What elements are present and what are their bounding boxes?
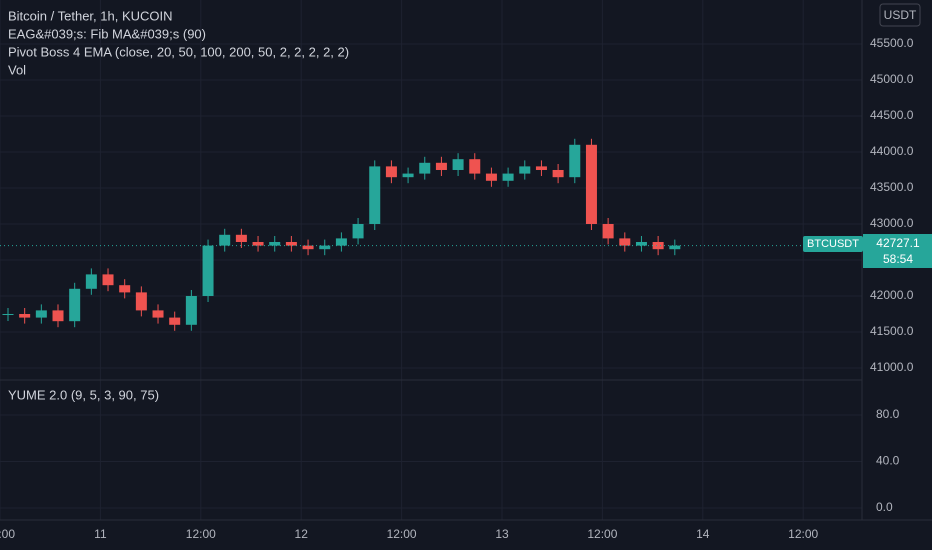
price-badge: [863, 234, 932, 268]
legend-line: EAG&#039;s: Fib MA&#039;s (90): [8, 26, 206, 41]
legend-line: Pivot Boss 4 EMA (close, 20, 50, 100, 20…: [8, 44, 349, 59]
candle: [635, 241, 647, 246]
y-tick-label: 41500.0: [870, 324, 914, 338]
candle: [302, 245, 314, 250]
candle: [485, 173, 497, 181]
candle: [19, 313, 31, 318]
candle: [69, 288, 81, 322]
x-tick-label: 14: [696, 527, 710, 541]
y-tick-label: 45500.0: [870, 36, 914, 50]
symbol-badge: [803, 236, 863, 252]
y-tick-label: 43000.0: [870, 216, 914, 230]
x-tick-label: 11: [94, 527, 107, 541]
candle: [652, 241, 664, 250]
y-tick-label: 44000.0: [870, 144, 914, 158]
oscillator-title: YUME 2.0 (9, 5, 3, 90, 75): [8, 387, 159, 402]
candle: [452, 159, 464, 170]
x-tick-label: 12:00: [587, 527, 617, 541]
candle: [202, 245, 214, 296]
candle: [235, 234, 247, 242]
candle: [369, 166, 381, 224]
last-price: 42727.1: [876, 236, 920, 250]
candle: [252, 241, 264, 246]
x-tick-label: 12:00: [788, 527, 818, 541]
candle: [502, 173, 514, 181]
countdown: 58:54: [883, 252, 913, 266]
legend-line: Bitcoin / Tether, 1h, KUCOIN: [8, 8, 173, 23]
candle: [352, 223, 364, 239]
x-tick-label: 12:00: [186, 527, 216, 541]
candle: [152, 310, 164, 318]
x-tick-label: 13: [495, 527, 509, 541]
currency-button[interactable]: [879, 3, 921, 27]
y-tick-label: 44500.0: [870, 108, 914, 122]
y-tick-label: 80.0: [876, 407, 900, 421]
y-tick-label: 40.0: [876, 454, 900, 468]
y-tick-label: 43500.0: [870, 180, 914, 194]
candle: [435, 162, 447, 170]
candle: [519, 166, 531, 174]
symbol-label: BTCUSDT: [807, 238, 859, 250]
y-tick-label: 0.0: [876, 500, 893, 514]
candle: [419, 162, 431, 174]
candle: [602, 223, 614, 239]
currency[interactable]: USDT: [884, 8, 917, 22]
candle: [535, 166, 547, 170]
candle: [219, 234, 231, 246]
x-tick-label: 12: [295, 527, 309, 541]
candle: [52, 310, 64, 322]
candle: [669, 245, 681, 250]
y-tick-label: 42000.0: [870, 288, 914, 302]
candle: [269, 241, 281, 246]
candle: [185, 295, 197, 325]
candle: [585, 144, 597, 224]
candle: [85, 274, 97, 289]
candle: [552, 169, 564, 178]
legend-line: Vol: [8, 62, 26, 77]
candle: [385, 166, 397, 178]
y-tick-label: 45000.0: [870, 72, 914, 86]
candle: [285, 241, 297, 246]
candle: [35, 310, 47, 318]
candle: [569, 144, 581, 178]
candle: [335, 238, 347, 246]
x-tick-label: 12:00: [387, 527, 417, 541]
candle: [619, 238, 631, 246]
candle: [469, 159, 481, 174]
candle: [135, 292, 147, 311]
candle: [169, 317, 181, 325]
candle: [102, 274, 114, 286]
candle: [2, 313, 14, 315]
x-tick-label: 12:00: [0, 527, 15, 541]
candle: [119, 285, 131, 293]
candle: [319, 245, 331, 250]
candle: [402, 173, 414, 178]
y-tick-label: 41000.0: [870, 360, 914, 374]
